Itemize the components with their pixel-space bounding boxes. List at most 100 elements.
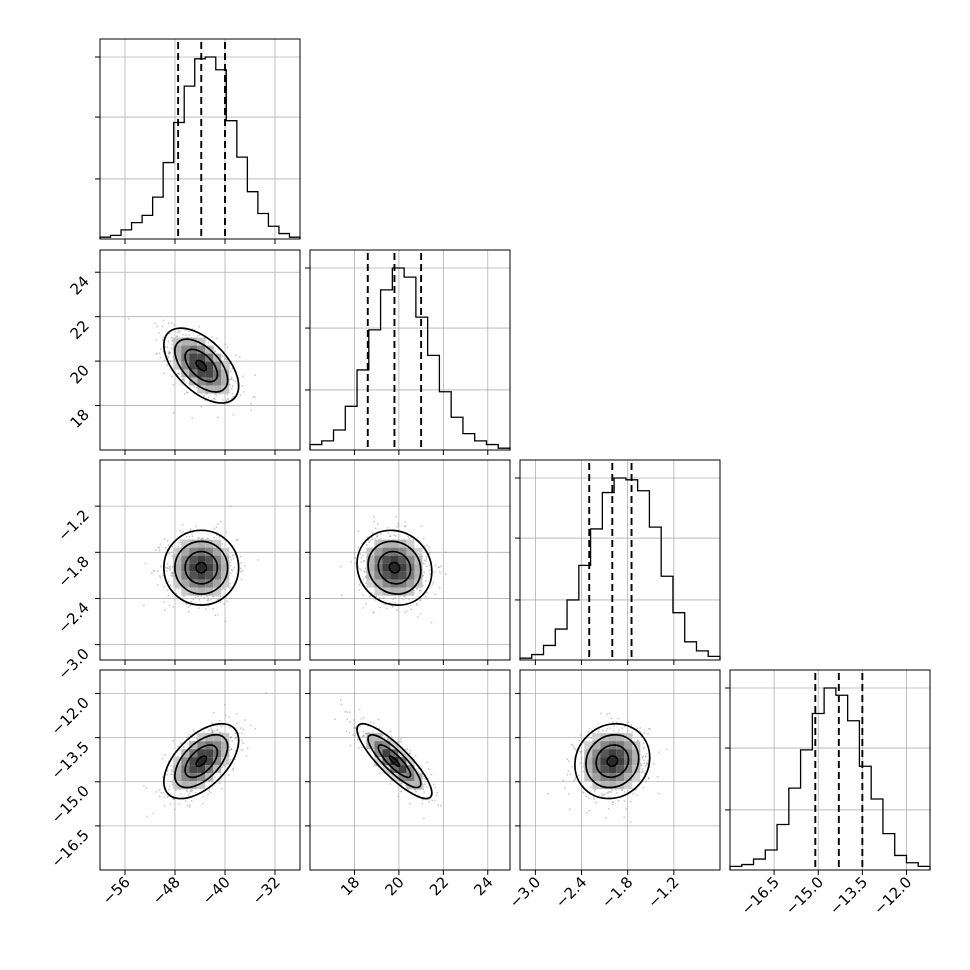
panel-2-1 [305, 459, 511, 665]
panel-frame [729, 669, 931, 871]
panel-3-3: −16.5−15.0−13.5−12.0 [725, 669, 931, 918]
sample-point [648, 777, 650, 780]
sample-point [162, 319, 165, 322]
sample-point [194, 791, 197, 794]
sample-point [163, 795, 166, 798]
sample-point [236, 538, 239, 541]
sample-point [362, 607, 365, 609]
sample-point [577, 774, 580, 777]
sample-point [428, 564, 431, 567]
density-cell [406, 579, 415, 588]
sample-point [230, 558, 233, 561]
sample-point [169, 351, 172, 354]
sample-point [216, 416, 219, 419]
sample-point [613, 725, 616, 728]
sample-point [167, 567, 170, 570]
density-cell [205, 555, 214, 564]
sample-point [386, 526, 389, 529]
sample-point [167, 544, 170, 546]
sample-point [144, 562, 147, 565]
density-cell [213, 741, 222, 750]
density-cell [181, 587, 190, 596]
sample-point [623, 791, 626, 793]
sample-point [170, 321, 173, 324]
sample-point [587, 730, 590, 733]
sample-point [426, 591, 429, 594]
sample-point [173, 808, 176, 811]
sample-point [213, 527, 216, 530]
density-cell [406, 547, 415, 556]
sample-point [437, 566, 440, 568]
density-cell [205, 563, 214, 572]
sample-point [213, 397, 216, 400]
sample-point [352, 727, 355, 730]
sample-point [155, 352, 158, 355]
sample-point [156, 352, 158, 355]
sample-point [160, 791, 163, 794]
density-cell [624, 749, 633, 758]
sample-point [377, 718, 380, 721]
sample-point [645, 752, 648, 755]
sample-point [439, 571, 442, 574]
density-cell [213, 587, 222, 596]
density-cell [414, 547, 423, 556]
sample-point [358, 584, 361, 586]
density-cell [398, 571, 407, 580]
sample-point [210, 727, 212, 730]
sample-point [208, 729, 210, 731]
density-cell [382, 563, 391, 572]
sample-point [239, 394, 242, 396]
sample-point [198, 537, 201, 539]
contour-level-3 [184, 744, 219, 779]
sample-point [407, 536, 410, 538]
sample-point [178, 749, 181, 752]
density-cell [584, 757, 593, 766]
sample-point [434, 786, 437, 789]
sample-point [404, 595, 406, 598]
sample-point [395, 515, 397, 518]
sample-point [246, 747, 249, 750]
sample-point [181, 378, 184, 381]
sample-point [242, 728, 245, 731]
sample-point [349, 744, 352, 747]
sample-point [171, 770, 173, 773]
sample-point [168, 552, 171, 555]
density-cell [374, 571, 383, 580]
sample-point [200, 405, 203, 408]
density-cell [592, 765, 601, 774]
x-tick-label: 24 [470, 873, 496, 899]
density-cell [366, 547, 375, 556]
sample-point [361, 746, 363, 749]
sample-point [579, 752, 582, 755]
sample-point [644, 764, 647, 767]
x-tick-label: −48 [149, 873, 184, 908]
sample-point [234, 380, 237, 383]
sample-point [242, 742, 245, 744]
sample-point [238, 356, 241, 359]
sample-point [230, 568, 233, 571]
sample-point [639, 727, 642, 729]
sample-point [346, 718, 348, 721]
sample-point [394, 597, 397, 600]
sample-point [665, 748, 668, 751]
density-cell [398, 773, 407, 782]
sample-point [177, 545, 180, 548]
sample-point [658, 751, 660, 754]
sample-point [612, 801, 614, 804]
sample-point [179, 793, 182, 795]
sample-point [190, 601, 193, 603]
sample-point [188, 610, 190, 613]
sample-point [420, 589, 423, 592]
sample-point [376, 534, 379, 537]
sample-point [365, 602, 367, 605]
sample-point [360, 557, 363, 559]
density-cell [632, 757, 641, 766]
sample-point [169, 802, 172, 805]
density-cell [592, 773, 601, 782]
sample-point [250, 408, 253, 411]
density-cell [414, 781, 423, 790]
sample-point [428, 569, 431, 572]
sample-point [362, 559, 365, 562]
sample-point [632, 792, 635, 795]
sample-point [188, 334, 191, 336]
